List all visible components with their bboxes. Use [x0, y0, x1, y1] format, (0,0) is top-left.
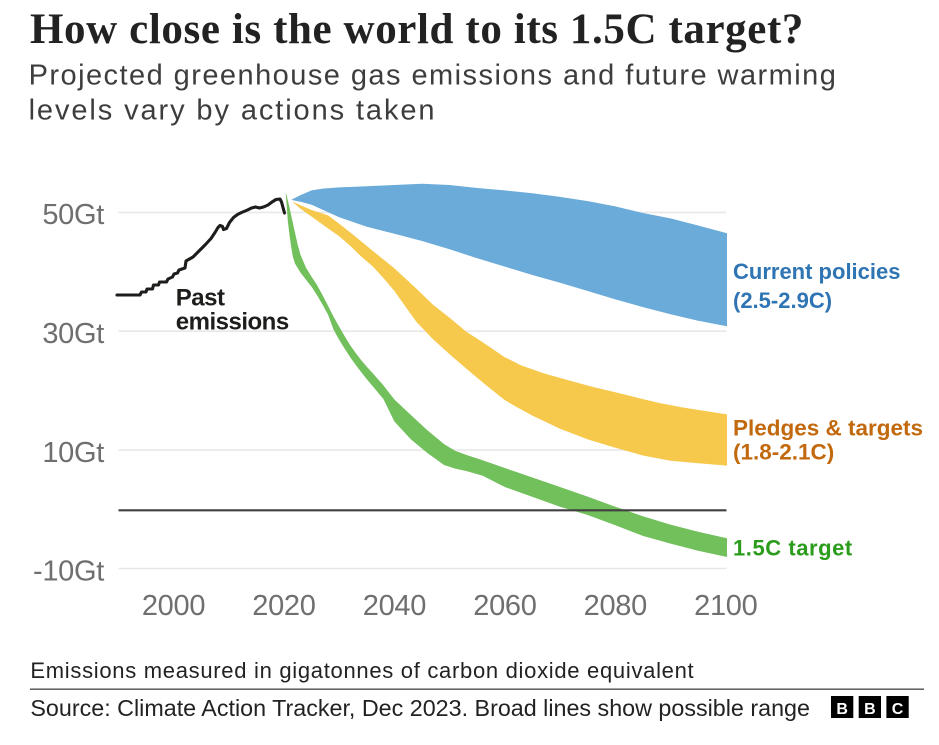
svg-text:B: B: [864, 701, 876, 718]
svg-text:2000: 2000: [142, 590, 205, 622]
svg-text:2040: 2040: [363, 590, 426, 622]
svg-text:10Gt: 10Gt: [42, 437, 104, 469]
svg-text:2060: 2060: [473, 590, 536, 622]
svg-text:Emissions measured in gigatonn: Emissions measured in gigatonnes of carb…: [30, 658, 694, 683]
svg-text:(2.5-2.9C): (2.5-2.9C): [733, 288, 832, 313]
svg-text:Current policies: Current policies: [733, 259, 900, 284]
svg-text:-10Gt: -10Gt: [33, 556, 104, 588]
svg-text:B: B: [836, 701, 848, 718]
svg-text:Pledges & targets: Pledges & targets: [733, 416, 923, 441]
svg-text:C: C: [892, 701, 904, 718]
svg-text:2100: 2100: [694, 590, 757, 622]
svg-text:Projected greenhouse gas emiss: Projected greenhouse gas emissions and f…: [29, 59, 838, 91]
svg-text:50Gt: 50Gt: [42, 199, 104, 231]
svg-text:1.5C target: 1.5C target: [733, 536, 853, 561]
svg-text:Source: Climate Action Tracker: Source: Climate Action Tracker, Dec 2023…: [30, 695, 810, 721]
svg-text:2020: 2020: [252, 590, 315, 622]
svg-text:30Gt: 30Gt: [42, 318, 104, 350]
svg-text:(1.8-2.1C): (1.8-2.1C): [733, 440, 834, 465]
svg-text:How close is the world to its: How close is the world to its 1.5C targe…: [30, 6, 804, 53]
svg-text:Past: Past: [176, 284, 225, 311]
svg-text:emissions: emissions: [176, 309, 289, 336]
svg-text:levels vary by actions taken: levels vary by actions taken: [29, 94, 437, 126]
svg-text:2080: 2080: [584, 590, 647, 622]
